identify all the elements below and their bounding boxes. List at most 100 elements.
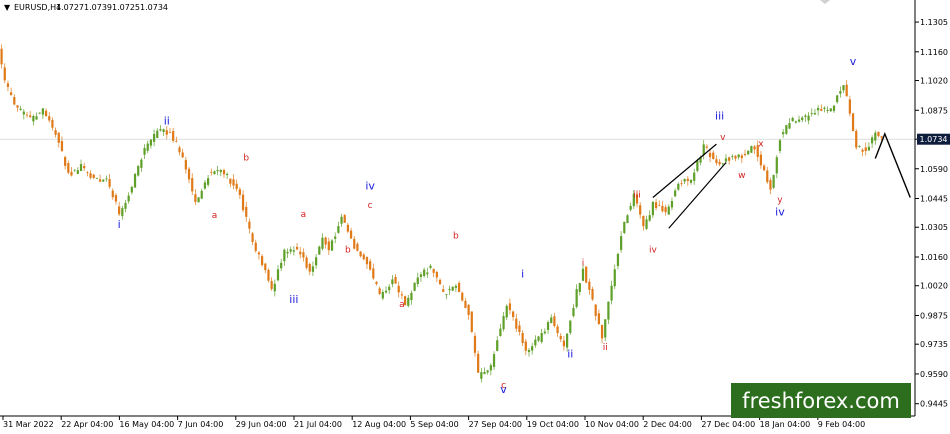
candle-body — [308, 264, 311, 272]
candle-body — [210, 171, 213, 173]
y-tick-label: 1.0445 — [920, 195, 948, 204]
candle-body — [724, 158, 728, 162]
candle-body — [734, 155, 737, 159]
wave-label: iii — [289, 293, 298, 306]
candle-body — [572, 307, 575, 317]
candle-body — [98, 179, 102, 182]
candle-body — [635, 194, 639, 204]
candle-body — [86, 172, 89, 174]
candle-body — [203, 182, 207, 189]
candle-body — [200, 190, 203, 199]
candle-body — [229, 178, 232, 184]
candle-body — [372, 268, 375, 279]
candle-body — [111, 190, 114, 198]
candle-body — [270, 281, 273, 289]
candle-body — [585, 266, 588, 283]
candle-body — [102, 179, 105, 182]
candle-body — [756, 145, 759, 157]
candle-body — [137, 166, 140, 176]
candle-body — [219, 169, 222, 173]
candle-body — [477, 353, 480, 373]
candle-body — [651, 201, 655, 216]
candle-body — [753, 146, 756, 150]
candle-body — [788, 123, 791, 129]
current-price-label: 1.0734 — [920, 135, 948, 144]
candle-body — [600, 325, 604, 339]
candle-body — [762, 165, 766, 171]
candle-body — [826, 109, 829, 111]
candle-body — [483, 372, 486, 375]
candle-body — [683, 178, 686, 182]
candle-body — [416, 277, 419, 285]
wave-label: y — [777, 195, 783, 205]
candle-body — [664, 207, 667, 213]
candle-body — [451, 286, 454, 291]
candle-body — [448, 288, 451, 291]
candle-body — [816, 107, 820, 111]
candle-body — [715, 159, 718, 164]
candle-body — [346, 224, 350, 232]
candle-body — [604, 319, 607, 338]
candle-body — [3, 67, 6, 81]
wave-label: v — [720, 133, 726, 143]
candle-body — [531, 346, 534, 351]
candle-body — [508, 303, 512, 311]
candle-body — [689, 179, 693, 183]
candle-body — [667, 206, 670, 215]
wave-label: iv — [775, 206, 785, 219]
wave-label: iv — [649, 246, 658, 256]
candle-body — [165, 130, 168, 135]
x-tick-label: 12 Aug 04:00 — [352, 420, 406, 429]
symbol-arrow-icon[interactable]: ▼ — [4, 3, 11, 12]
candle-body — [705, 146, 709, 148]
x-tick-label: 31 Mar 2022 — [3, 420, 54, 429]
candle-body — [855, 131, 858, 148]
candle-body — [496, 340, 499, 351]
forecast-path — [874, 131, 911, 198]
wave-label: a — [212, 211, 218, 221]
candle-body — [257, 252, 261, 255]
candle-body — [222, 170, 226, 175]
candle-body — [486, 370, 489, 373]
candle-body — [632, 193, 635, 207]
candle-body — [813, 113, 817, 115]
candle-body — [6, 83, 10, 87]
candle-body — [400, 294, 404, 296]
candle-body — [880, 136, 883, 138]
candle-body — [839, 91, 842, 94]
candle-body — [283, 249, 286, 262]
candle-body — [642, 215, 645, 227]
candle-body — [289, 249, 292, 252]
candle-body — [13, 96, 16, 105]
x-tick-label: 7 Jun 04:00 — [178, 420, 224, 429]
candle-body — [782, 132, 785, 135]
candle-body — [480, 372, 483, 379]
candle-body — [610, 285, 613, 301]
candle-body — [521, 332, 524, 344]
candle-body — [772, 174, 775, 188]
y-tick-label: 0.9445 — [920, 400, 948, 409]
candle-body — [57, 132, 60, 143]
wave-label: x — [758, 139, 764, 149]
candle-body — [693, 172, 696, 181]
candle-body — [375, 281, 378, 284]
wave-label: iv — [365, 179, 375, 192]
candle-body — [384, 290, 388, 293]
chart-shift-marker[interactable] — [820, 0, 830, 4]
candle-body — [791, 118, 794, 122]
x-tick-label: 18 Jan 04:00 — [760, 420, 811, 429]
candle-body — [607, 301, 610, 320]
candle-body — [292, 250, 295, 252]
candle-body — [245, 206, 248, 217]
wave-label: i — [521, 268, 524, 281]
wave-label: a — [301, 210, 307, 220]
candle-body — [467, 304, 470, 315]
candle-body — [658, 205, 661, 207]
candle-body — [216, 169, 219, 172]
wave-label: iii — [633, 191, 641, 201]
candle-body — [747, 150, 750, 155]
candle-body — [295, 246, 299, 250]
wave-label: a — [399, 300, 405, 310]
